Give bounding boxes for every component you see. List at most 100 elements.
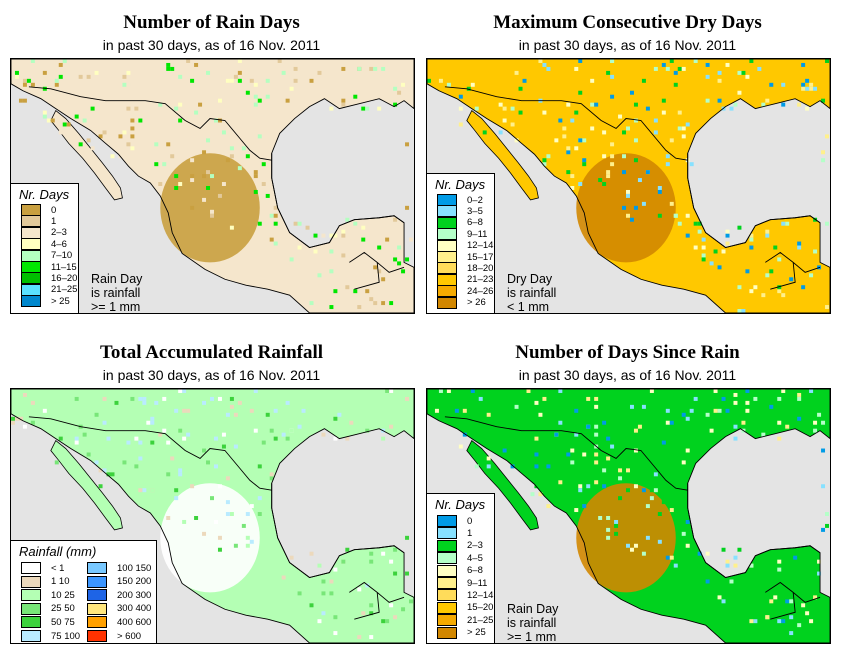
grid-cell xyxy=(182,519,187,524)
grid-cell xyxy=(594,432,599,437)
grid-cell xyxy=(681,412,686,417)
grid-cell xyxy=(233,74,238,79)
grid-cell xyxy=(677,126,682,131)
country-border xyxy=(444,86,688,161)
grid-cell xyxy=(669,392,674,397)
grid-cell xyxy=(225,512,230,516)
grid-cell xyxy=(594,460,599,465)
grid-cell xyxy=(570,448,575,453)
grid-cell xyxy=(737,547,742,552)
grid-cell xyxy=(538,492,543,497)
grid-cell xyxy=(237,59,242,63)
grid-cell xyxy=(705,62,710,67)
grid-cell xyxy=(50,118,55,123)
grid-cell xyxy=(765,98,770,103)
grid-cell xyxy=(381,277,386,282)
grid-cell xyxy=(225,78,230,83)
grid-cell xyxy=(749,59,754,63)
grid-cell xyxy=(321,599,326,604)
grid-cell xyxy=(217,74,222,79)
grid-cell xyxy=(701,245,706,250)
grid-cell xyxy=(341,98,346,103)
grid-cell xyxy=(821,484,826,489)
grid-cell xyxy=(269,472,274,477)
grid-cell xyxy=(317,273,322,278)
map-land xyxy=(11,59,414,313)
grid-cell xyxy=(170,456,175,461)
grid-cell xyxy=(749,563,754,568)
panel-title: Number of Rain Days xyxy=(123,12,300,33)
grid-cell xyxy=(102,420,107,425)
grid-cell xyxy=(717,98,722,103)
grid-cell xyxy=(333,436,338,441)
grid-cell xyxy=(261,182,266,186)
legend-swatch xyxy=(21,602,41,615)
grid-cell xyxy=(649,389,654,393)
grid-cell xyxy=(693,563,698,568)
grid-cell xyxy=(582,158,587,163)
grid-cell xyxy=(130,396,135,401)
grid-cell xyxy=(510,436,515,441)
grid-cell xyxy=(653,118,658,123)
grid-cell xyxy=(677,110,682,115)
grid-cell xyxy=(705,98,710,103)
grid-cell xyxy=(130,126,135,131)
grid-cell xyxy=(293,66,298,71)
grid-cell xyxy=(825,523,830,528)
grid-cell xyxy=(321,579,326,584)
grid-cell xyxy=(122,130,127,135)
panel-subtitle: in past 30 days, as of 16 Nov. 2011 xyxy=(518,367,737,383)
grid-cell xyxy=(377,70,382,75)
grid-cell xyxy=(610,142,615,147)
grid-cell xyxy=(297,102,302,107)
grid-cell xyxy=(534,436,539,441)
grid-cell xyxy=(30,420,35,425)
grid-cell xyxy=(673,82,678,87)
grid-cell xyxy=(221,432,226,437)
grid-cell xyxy=(253,174,258,179)
grid-cell xyxy=(582,138,587,143)
grid-cell xyxy=(22,98,27,103)
grid-cell xyxy=(186,59,191,63)
grid-cell xyxy=(725,229,730,234)
grid-cell xyxy=(369,551,374,556)
grid-cell xyxy=(333,631,338,636)
grid-cell xyxy=(574,146,579,151)
grid-cell xyxy=(574,66,579,71)
grid-cell xyxy=(397,245,402,250)
grid-cell xyxy=(729,579,734,584)
grid-cell xyxy=(393,571,398,576)
legend-swatch xyxy=(437,552,457,565)
grid-cell xyxy=(801,82,806,87)
legend-item: 0 xyxy=(21,204,56,216)
grid-cell xyxy=(22,86,27,91)
grid-cell xyxy=(253,189,258,194)
grid-cell xyxy=(237,400,242,405)
grid-cell xyxy=(369,635,374,640)
grid-cell xyxy=(385,619,390,624)
grid-cell xyxy=(637,178,642,183)
legend-item: 12–14 xyxy=(437,589,493,602)
grid-cell xyxy=(669,138,674,143)
grid-cell xyxy=(42,114,47,119)
grid-cell xyxy=(542,158,547,163)
panel-subtitle: in past 30 days, as of 16 Nov. 2011 xyxy=(102,367,321,383)
grid-cell xyxy=(86,74,91,79)
grid-cell xyxy=(753,285,758,290)
grid-cell xyxy=(345,285,350,290)
coastline xyxy=(427,389,830,643)
legend-swatch xyxy=(437,194,457,206)
grid-cell xyxy=(349,404,354,409)
grid-cell xyxy=(162,428,167,433)
grid-cell xyxy=(633,138,638,143)
legend-item: > 26 xyxy=(437,296,486,309)
grid-cell xyxy=(162,162,167,167)
grid-cell xyxy=(566,452,571,457)
legend-item: 21–25 xyxy=(437,614,493,627)
grid-cell xyxy=(805,86,810,91)
legend-label: 16–20 xyxy=(51,272,78,284)
legend-item: 100 150 xyxy=(87,562,151,574)
grid-cell xyxy=(281,404,286,409)
grid-cell xyxy=(570,186,575,190)
grid-cell xyxy=(257,496,262,501)
